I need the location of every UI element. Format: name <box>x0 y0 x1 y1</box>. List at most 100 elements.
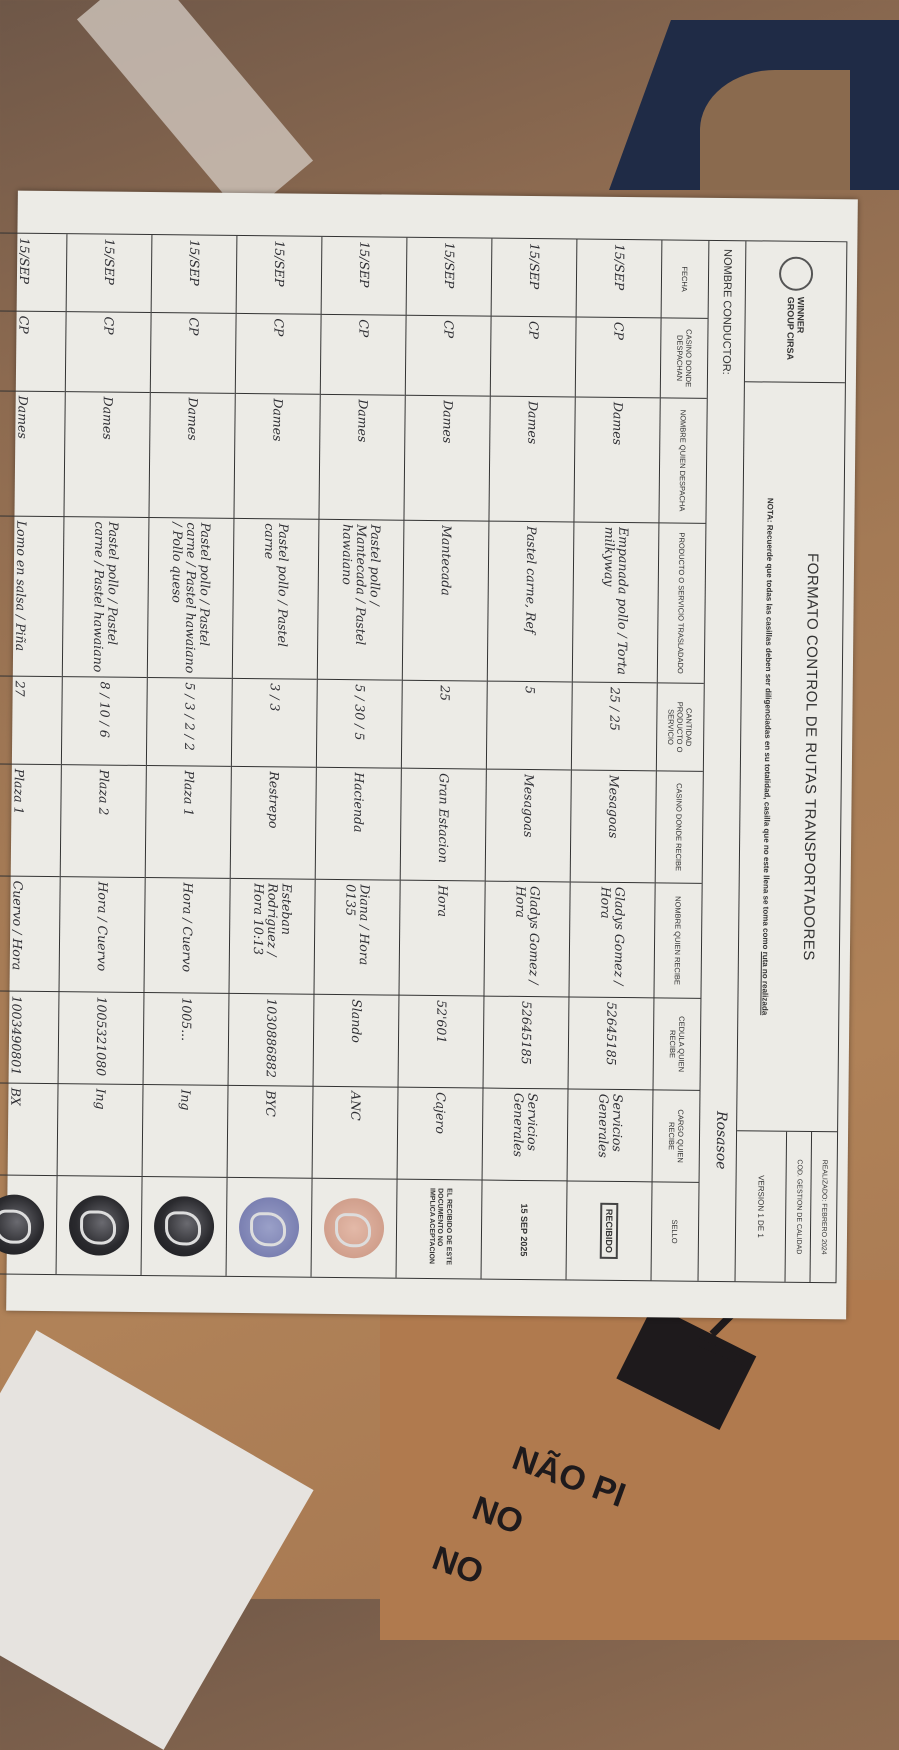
fecha-text: 15/SEP <box>356 241 373 288</box>
cell-cantidad: 8 / 10 / 6 <box>61 677 147 767</box>
producto-text: Pastel pollo / Mantecada / Pastel hawaia… <box>339 524 384 646</box>
form-meta: REALIZADO: FEBRERO 2024 COD. GESTION DE … <box>735 1130 838 1283</box>
column-header: FECHA <box>661 240 709 319</box>
fecha-text: 15/SEP <box>611 243 628 291</box>
cell-cedula: 1005321080 <box>58 992 144 1085</box>
cell-sello <box>312 1179 397 1278</box>
casino-despacha-text: CP <box>16 315 32 334</box>
cell-cargo: ANC <box>312 1086 398 1180</box>
cell-fecha: 15/SEP <box>491 238 577 318</box>
logo-emblem-icon <box>778 256 814 291</box>
producto-text: Pastel pollo / Pastel carne <box>262 523 292 647</box>
cargo-text: BX <box>8 1087 24 1106</box>
cargo-text: Ing <box>93 1088 109 1110</box>
cell-producto: Mantecada <box>402 520 489 682</box>
column-header: CANTIDAD PRODUCTO O SERVICIO <box>656 683 704 772</box>
cell-cedula: 1005... <box>143 993 229 1086</box>
cell-casino-despacha: CP <box>320 314 406 396</box>
producto-text: Pastel carne, Ref <box>523 525 540 634</box>
nombre-despacha-text: Dames <box>525 400 541 445</box>
cell-sello <box>227 1178 312 1277</box>
cell-fecha: 15/SEP <box>236 235 322 315</box>
seal-stamp-icon <box>68 1195 130 1256</box>
cell-cantidad: 27 <box>0 676 62 766</box>
cedula-text: 1005321080 <box>93 996 110 1077</box>
cedula-text: Slando <box>348 999 365 1043</box>
cell-producto: Pastel carne, Ref <box>487 521 574 683</box>
casino-despacha-text: CP <box>186 317 202 336</box>
cell-cedula: Slando <box>313 994 399 1088</box>
column-header: NOMBRE QUIEN RECIBE <box>654 883 702 999</box>
cell-nombre-despacha: Dames <box>234 393 320 520</box>
table-row: 15/SEP CP Dames Pastel pollo / Mantecada / … <box>310 236 407 1278</box>
nombre-recibe-text: Hora <box>435 885 451 918</box>
cantidad-text: 3 / 3 <box>267 683 283 712</box>
table-row: 15/SEP CP Dames Mantecada 25 Gran Estacion Hor… <box>395 237 492 1279</box>
casino-recibe-text: Hacienda <box>351 772 367 833</box>
cell-cantidad: 5 <box>486 681 572 771</box>
fecha-text: 15/SEP <box>101 238 118 285</box>
cell-casino-recibe: Plaza 1 <box>145 766 231 879</box>
cargo-text: ANC <box>348 1091 364 1121</box>
company-logo: WINNER GROUP CIRSA <box>744 241 847 384</box>
casino-recibe-text: Plaza 1 <box>181 770 197 817</box>
cell-casino-recibe: Plaza 2 <box>60 765 146 878</box>
cell-fecha: 15/SEP <box>151 235 237 314</box>
table-row: 15/SEP CP Dames Pastel carne, Ref 5 Mesagoas G… <box>480 238 577 1280</box>
nombre-recibe-text: Hora / Cuervo <box>94 881 111 972</box>
fecha-text: 15/SEP <box>526 242 543 290</box>
cell-nombre-despacha: Dames <box>319 394 405 521</box>
background-strap <box>76 0 314 219</box>
cell-casino-despacha: CP <box>235 313 321 395</box>
cell-casino-recibe: Hacienda <box>315 767 401 881</box>
cell-nombre-recibe: Hora <box>399 880 485 997</box>
cell-producto: Pastel pollo / Pastel carne <box>232 518 319 680</box>
meta-date: REALIZADO: FEBRERO 2024 <box>810 1131 838 1283</box>
cell-sello <box>57 1176 142 1275</box>
cell-cargo: Ing <box>142 1084 228 1178</box>
cell-nombre-despacha: Dames <box>404 395 490 522</box>
column-header: CASINO DONDE DESPACHAN <box>660 318 708 399</box>
cantidad-text: 25 / 25 <box>607 686 623 731</box>
cell-fecha: 15/SEP <box>66 234 152 314</box>
cedula-text: 1005... <box>178 997 195 1042</box>
cell-sello: EL RECIBIDO DE ESTE DOCUMENTO NO IMPLICA… <box>397 1180 482 1279</box>
cell-casino-recibe: Mesagoas <box>485 769 571 883</box>
cell-sello <box>0 1175 57 1274</box>
cell-cargo: Servicios Generales <box>567 1089 653 1183</box>
cell-cedula: 52645185 <box>483 996 569 1090</box>
nombre-recibe-text: Gladys Gomez / Hora <box>598 886 628 986</box>
fecha-text: 15/SEP <box>271 240 288 287</box>
cell-nombre-recibe: Hora / Cuervo <box>144 878 230 994</box>
nombre-despacha-text: Dames <box>610 401 626 446</box>
casino-despacha-text: CP <box>611 321 627 340</box>
cell-nombre-recibe: Gladys Gomez / Hora <box>484 881 570 998</box>
cell-cantidad: 25 <box>401 680 487 770</box>
cantidad-text: 8 / 10 / 6 <box>97 681 113 738</box>
cell-nombre-despacha: Dames <box>64 392 150 519</box>
cell-cargo: Cajero <box>397 1087 483 1181</box>
producto-text: Pastel pollo / Pastel carne / Pastel haw… <box>90 521 122 673</box>
seal-stamp-icon <box>238 1197 300 1258</box>
casino-recibe-text: Gran Estacion <box>435 773 452 864</box>
cell-fecha: 15/SEP <box>321 236 407 316</box>
casino-recibe-text: Restrepo <box>266 771 282 829</box>
cell-cedula: 52'601 <box>398 995 484 1089</box>
cell-casino-recibe: Gran Estacion <box>400 768 486 882</box>
cell-producto: Empanada pollo / Torta milkyway <box>572 522 659 684</box>
conductor-value: Rosasoe <box>712 1110 730 1170</box>
cell-casino-recibe: Plaza 1 <box>0 764 61 878</box>
cell-casino-despacha: CP <box>65 312 151 394</box>
fecha-text: 15/SEP <box>441 242 458 289</box>
cell-producto: Lomo en salsa / Piña <box>0 516 64 678</box>
cell-cantidad: 3 / 3 <box>231 678 317 768</box>
cell-sello: 15 SEP 2025 <box>482 1181 567 1280</box>
cargo-text: Servicios Generales <box>510 1092 541 1158</box>
logo-text: WINNER GROUP CIRSA <box>785 296 806 361</box>
form-header: WINNER GROUP CIRSA FORMATO CONTROL DE RU… <box>734 241 847 1283</box>
table-row: 15/SEP CP Dames Empanada pollo / Torta milk… <box>565 239 662 1281</box>
cell-nombre-despacha: Dames <box>574 397 660 524</box>
cell-casino-despacha: CP <box>405 315 491 397</box>
stamp-disclaimer: EL RECIBIDO DE ESTE DOCUMENTO NO IMPLICA… <box>427 1187 453 1266</box>
fecha-text: 15/SEP <box>186 239 203 286</box>
